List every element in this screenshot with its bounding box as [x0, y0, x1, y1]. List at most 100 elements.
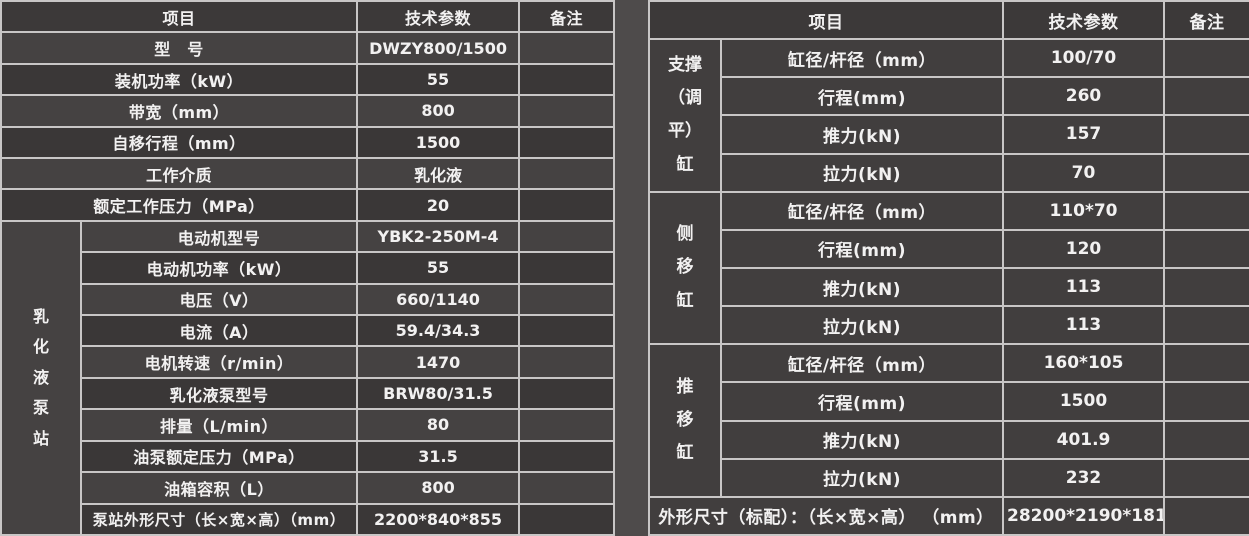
item-cell: 乳化液泵型号 [79, 376, 359, 411]
item-cell: 电流（A） [79, 314, 359, 348]
item-cell: 油泵额定压力（MPa） [79, 439, 359, 474]
note-cell [518, 439, 616, 474]
note-cell [1163, 266, 1249, 308]
note-cell [1163, 457, 1249, 498]
value-cell: 113 [1002, 305, 1165, 346]
value-cell: 80 [356, 408, 521, 442]
table-row: 行程(mm) 1500 [649, 381, 1249, 422]
note-cell [518, 471, 616, 505]
value-cell: 59.4/34.3 [356, 314, 521, 348]
item-cell: 行程(mm) [720, 228, 1004, 269]
value-cell: 800 [356, 94, 521, 128]
table-row: 拉力(kN) 113 [649, 305, 1249, 346]
item-cell: 推力(kN) [720, 114, 1004, 155]
note-cell [518, 251, 616, 285]
table-header-row: 项目 技术参数 备注 [0, 0, 616, 34]
note-cell [518, 125, 616, 160]
table-row: 行程(mm) 260 [649, 76, 1249, 117]
item-cell: 拉力(kN) [720, 305, 1004, 346]
note-cell [518, 157, 616, 191]
item-cell: 额定工作压力（MPa） [0, 188, 359, 222]
value-cell: BRW80/31.5 [356, 376, 521, 411]
item-cell: 自移行程（mm） [0, 125, 359, 160]
note-cell [1163, 419, 1249, 460]
item-cell: 电压（V） [79, 282, 359, 317]
note-cell [1163, 343, 1249, 384]
value-cell: 157 [1002, 114, 1165, 155]
table-row: 泵站外形尺寸（长×宽×高）（mm） 2200*840*855 [1, 502, 616, 536]
table-row: 拉力(kN) 70 [649, 152, 1249, 193]
group-label-pump-station: 乳 化 液 泵 站 [0, 219, 82, 536]
value-cell: 232 [1002, 457, 1165, 498]
item-cell: 电动机功率（kW） [79, 251, 359, 285]
table-row: 侧 移 缸 缸径/杆径（mm） 110*70 [648, 190, 1249, 346]
value-cell: 2200*840*855 [356, 502, 521, 536]
note-cell [518, 502, 616, 536]
table-row: 推力(kN) 113 [649, 266, 1249, 308]
table-row: 乳化液泵型号 BRW80/31.5 [1, 376, 616, 411]
note-cell [518, 31, 616, 65]
value-cell: 260 [1002, 76, 1165, 117]
table-row: 支撑 （调平） 缸 缸径/杆径（mm） 100/70 [648, 38, 1249, 193]
item-cell: 电动机型号 [79, 219, 359, 254]
table-row: 行程(mm) 120 [649, 228, 1249, 269]
header-note: 备注 [1163, 0, 1249, 41]
header-item: 项目 [0, 0, 359, 34]
table-row: 额定工作压力（MPa） 20 [0, 188, 616, 222]
note-cell [518, 219, 616, 254]
item-cell: 带宽（mm） [0, 94, 359, 128]
table-footer-row: 外形尺寸（标配）：（长×宽×高） （mm） 28200*2190*1810 [648, 495, 1249, 536]
value-cell: YBK2-250M-4 [356, 219, 521, 254]
table-row: 型 号 DWZY800/1500 [0, 31, 616, 65]
group-label-side-shift-cylinder: 侧 移 缸 [648, 190, 722, 346]
group-label-push-cylinder: 推 移 缸 [648, 343, 722, 498]
item-cell: 拉力(kN) [720, 152, 1004, 193]
item-cell: 型 号 [0, 31, 359, 65]
value-cell: 160*105 [1002, 343, 1165, 384]
table-row: 电流（A） 59.4/34.3 [1, 314, 616, 348]
header-item: 项目 [648, 0, 1004, 41]
note-cell [518, 408, 616, 442]
item-cell: 缸径/杆径（mm） [720, 190, 1004, 231]
table-header-row: 项目 技术参数 备注 [648, 0, 1249, 41]
note-cell [518, 314, 616, 348]
note-cell [518, 282, 616, 317]
note-cell [518, 188, 616, 222]
table-row: 装机功率（kW） 55 [0, 62, 616, 97]
note-cell [1163, 381, 1249, 422]
value-cell: 55 [356, 62, 521, 97]
value-cell: 70 [1002, 152, 1165, 193]
note-cell [518, 376, 616, 411]
value-cell: 20 [356, 188, 521, 222]
table-row: 电压（V） 660/1140 [1, 282, 616, 317]
item-cell: 拉力(kN) [720, 457, 1004, 498]
item-cell: 推力(kN) [720, 419, 1004, 460]
note-cell [1163, 190, 1249, 231]
item-cell: 缸径/杆径（mm） [720, 38, 1004, 79]
group-label-support-cylinder: 支撑 （调平） 缸 [648, 38, 722, 193]
item-cell: 行程(mm) [720, 381, 1004, 422]
table-row: 拉力(kN) 232 [649, 457, 1249, 498]
note-cell [1163, 152, 1249, 193]
overall-dimensions-label: 外形尺寸（标配）：（长×宽×高） （mm） [648, 495, 1004, 536]
item-cell: 油箱容积（L） [79, 471, 359, 505]
table-row: 电机转速（r/min） 1470 [1, 345, 616, 379]
table-row: 排量（L/min） 80 [1, 408, 616, 442]
value-cell: 1500 [1002, 381, 1165, 422]
value-cell: DWZY800/1500 [356, 31, 521, 65]
item-cell: 电机转速（r/min） [79, 345, 359, 379]
table-row: 工作介质 乳化液 [0, 157, 616, 191]
left-spec-table: 项目 技术参数 备注 型 号 DWZY800/1500 装机功率（kW） 55 … [0, 0, 616, 536]
note-cell [1163, 38, 1249, 79]
value-cell: 120 [1002, 228, 1165, 269]
value-cell: 800 [356, 471, 521, 505]
table-row: 带宽（mm） 800 [0, 94, 616, 128]
item-cell: 排量（L/min） [79, 408, 359, 442]
note-cell [1163, 305, 1249, 346]
note-cell [518, 62, 616, 97]
item-cell: 行程(mm) [720, 76, 1004, 117]
table-row: 油箱容积（L） 800 [1, 471, 616, 505]
value-cell: 660/1140 [356, 282, 521, 317]
value-cell: 401.9 [1002, 419, 1165, 460]
